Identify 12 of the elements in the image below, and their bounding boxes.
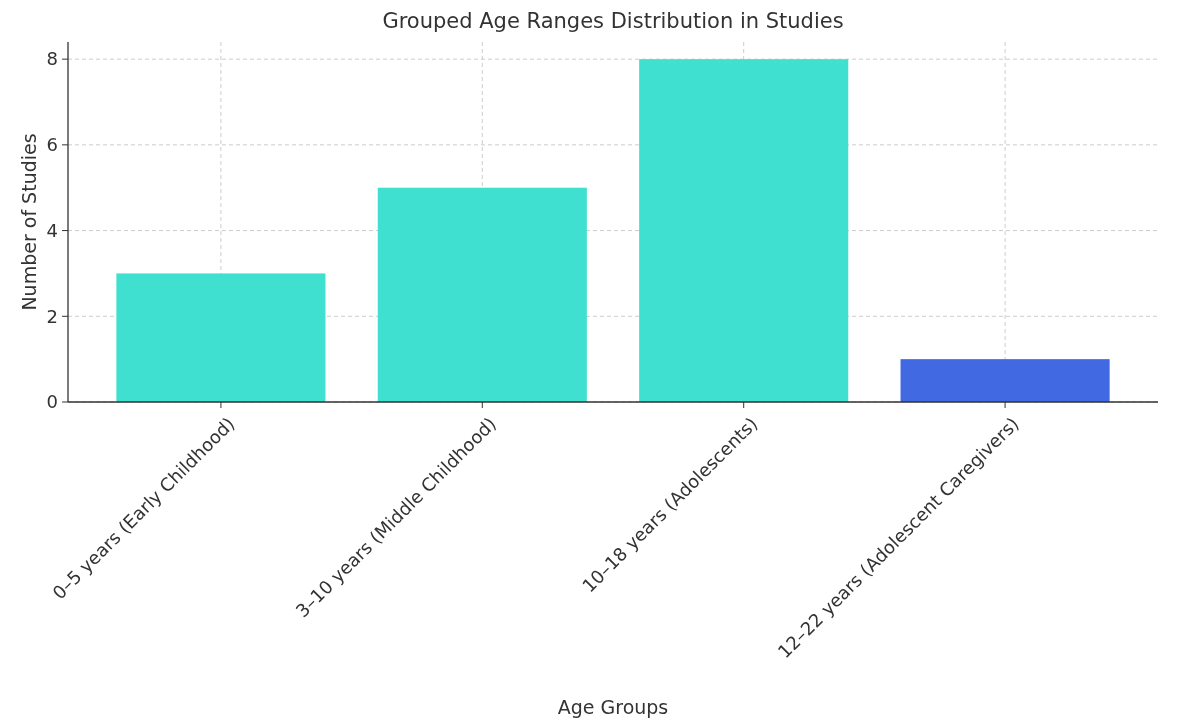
y-tick-label: 2 bbox=[46, 305, 58, 327]
y-tick-label: 4 bbox=[46, 219, 58, 241]
bar bbox=[116, 273, 326, 402]
bar bbox=[639, 59, 849, 402]
bar bbox=[900, 359, 1110, 402]
y-tick-label: 6 bbox=[46, 134, 58, 156]
x-axis-title: Age Groups bbox=[557, 696, 669, 718]
bar bbox=[377, 187, 587, 402]
y-tick-label: 8 bbox=[46, 48, 58, 70]
chart-title: Grouped Age Ranges Distribution in Studies bbox=[382, 9, 844, 33]
y-tick-label: 0 bbox=[46, 391, 58, 413]
y-axis-title: Number of Studies bbox=[18, 133, 40, 311]
